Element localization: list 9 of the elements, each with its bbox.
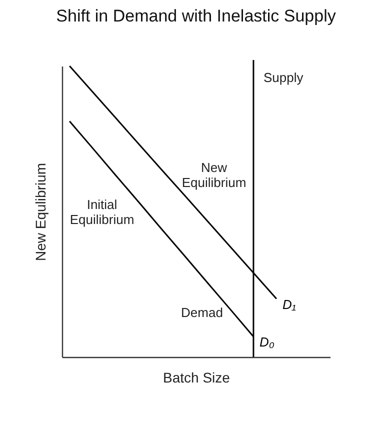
x-axis-title: Batch Size (163, 370, 230, 386)
series-label: D₁ (282, 296, 296, 312)
y-axis-title: New Equlibrium (32, 162, 48, 262)
chart-title: Shift in Demand with Inelastic Supply (56, 6, 336, 26)
text: Supply (263, 70, 304, 85)
series-label: D₀ (259, 334, 275, 350)
annotation: New Equilibrium (182, 160, 246, 190)
annotation: Demad (181, 305, 223, 320)
annotation: Initial Equilibrium (70, 197, 134, 227)
